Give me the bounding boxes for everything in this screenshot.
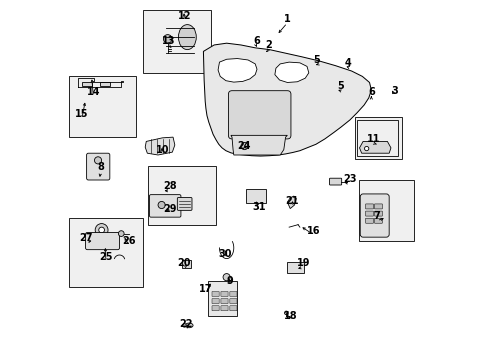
FancyBboxPatch shape [365, 211, 373, 216]
Polygon shape [274, 62, 308, 82]
Circle shape [241, 143, 247, 150]
Polygon shape [145, 137, 175, 155]
Polygon shape [359, 141, 390, 153]
FancyBboxPatch shape [149, 195, 181, 217]
FancyBboxPatch shape [358, 180, 413, 241]
FancyBboxPatch shape [229, 292, 237, 296]
FancyBboxPatch shape [228, 91, 290, 139]
Text: 2: 2 [265, 40, 272, 50]
Text: 27: 27 [80, 233, 93, 243]
Text: 13: 13 [162, 36, 176, 46]
Text: 17: 17 [199, 284, 212, 294]
Circle shape [99, 227, 104, 233]
Ellipse shape [185, 323, 193, 328]
Text: 22: 22 [179, 319, 192, 329]
Text: 14: 14 [86, 87, 100, 98]
Text: 16: 16 [307, 226, 320, 236]
Ellipse shape [178, 24, 196, 50]
Text: 12: 12 [177, 11, 191, 21]
Text: 10: 10 [155, 145, 169, 155]
Text: 28: 28 [163, 181, 177, 192]
FancyBboxPatch shape [212, 298, 219, 303]
FancyBboxPatch shape [360, 194, 388, 237]
Polygon shape [287, 196, 296, 208]
Circle shape [364, 147, 368, 151]
FancyBboxPatch shape [182, 260, 191, 267]
Text: 29: 29 [163, 204, 177, 214]
Text: 6: 6 [252, 36, 259, 46]
Circle shape [158, 202, 165, 208]
Text: 15: 15 [75, 109, 88, 119]
FancyBboxPatch shape [246, 189, 265, 203]
Polygon shape [230, 135, 287, 155]
Text: 25: 25 [99, 252, 112, 262]
Text: 18: 18 [284, 311, 297, 321]
Text: 3: 3 [390, 86, 397, 96]
Text: 6: 6 [367, 87, 374, 98]
FancyBboxPatch shape [221, 292, 227, 296]
FancyBboxPatch shape [356, 120, 397, 156]
FancyBboxPatch shape [374, 204, 382, 209]
FancyBboxPatch shape [142, 10, 210, 73]
FancyBboxPatch shape [329, 178, 341, 185]
Text: 20: 20 [177, 258, 191, 268]
FancyBboxPatch shape [69, 217, 142, 287]
FancyBboxPatch shape [212, 306, 219, 311]
FancyBboxPatch shape [374, 218, 382, 223]
Circle shape [163, 35, 172, 43]
FancyBboxPatch shape [221, 298, 227, 303]
Text: 19: 19 [296, 258, 309, 268]
Text: 31: 31 [252, 202, 265, 212]
FancyBboxPatch shape [354, 117, 401, 158]
FancyBboxPatch shape [229, 298, 237, 303]
Text: 11: 11 [366, 134, 380, 144]
FancyBboxPatch shape [82, 82, 92, 86]
FancyBboxPatch shape [207, 281, 236, 316]
Circle shape [95, 224, 108, 237]
Text: 4: 4 [344, 58, 351, 68]
Text: 24: 24 [237, 141, 251, 151]
Text: 7: 7 [372, 211, 379, 221]
Text: 21: 21 [285, 196, 298, 206]
Polygon shape [218, 59, 257, 82]
Text: 1: 1 [284, 14, 290, 23]
Text: 26: 26 [122, 237, 136, 247]
FancyBboxPatch shape [221, 306, 227, 311]
FancyBboxPatch shape [286, 262, 303, 273]
Text: 5: 5 [313, 55, 320, 65]
FancyBboxPatch shape [212, 292, 219, 296]
Text: 23: 23 [343, 174, 356, 184]
FancyBboxPatch shape [100, 82, 110, 86]
FancyBboxPatch shape [148, 166, 216, 225]
Text: 9: 9 [225, 276, 232, 286]
Circle shape [223, 274, 230, 281]
FancyBboxPatch shape [374, 211, 382, 216]
Circle shape [118, 231, 124, 237]
Text: 30: 30 [218, 249, 231, 259]
Text: 8: 8 [97, 162, 104, 172]
Circle shape [94, 157, 102, 164]
FancyBboxPatch shape [365, 218, 373, 223]
Text: 5: 5 [336, 81, 343, 91]
FancyBboxPatch shape [86, 153, 110, 180]
FancyBboxPatch shape [177, 198, 192, 210]
Circle shape [284, 311, 287, 315]
FancyBboxPatch shape [69, 76, 135, 137]
FancyBboxPatch shape [365, 204, 373, 209]
FancyBboxPatch shape [85, 233, 119, 249]
Ellipse shape [183, 324, 186, 327]
Polygon shape [203, 43, 370, 156]
FancyBboxPatch shape [229, 306, 237, 311]
